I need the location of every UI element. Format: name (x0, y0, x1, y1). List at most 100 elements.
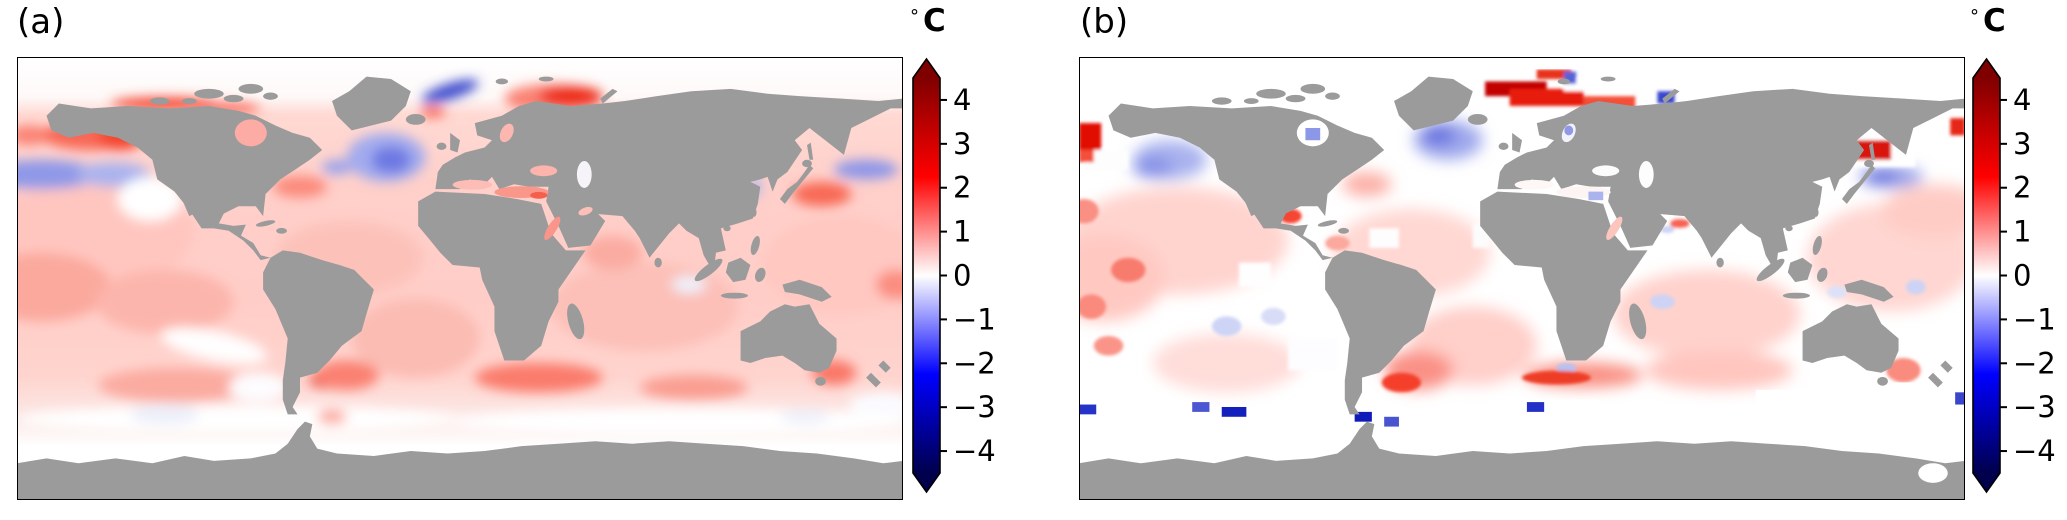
southern-ocean-no-data (1079, 414, 1965, 456)
california-neutral (117, 176, 182, 221)
nepac-cold-core (1133, 156, 1173, 179)
anomaly-block-layer (1079, 69, 1965, 393)
madagascar-east-cold-spot (1649, 294, 1675, 310)
bering-warm-block-s (1079, 150, 1094, 163)
colorbar-unit-b: ° C (1970, 6, 2006, 37)
cpac-warm-spot (1079, 294, 1107, 319)
anomaly-soft-layer (17, 79, 903, 436)
spac-cold-spot-e (1261, 307, 1286, 326)
epac-white-block (1238, 262, 1271, 288)
sindian-warm-band (639, 375, 748, 400)
dateline-warm-spot (875, 269, 903, 300)
caspian-sea (576, 161, 592, 188)
colorbar-a: 4 3 2 1 0 −1 −2 −3 −4 (912, 57, 996, 494)
peninsula-east-warm (317, 409, 347, 425)
arabian-sea-warm (583, 235, 643, 270)
chukchi-warm-block (1950, 118, 1965, 136)
southern-ring-cold-tinge (130, 404, 200, 425)
kuroshio-warm (792, 181, 852, 207)
colorbar-under-arrow (1973, 473, 2000, 492)
sindian-warm-band (1645, 350, 1793, 390)
edge-cold-block-drake (1354, 411, 1372, 422)
mediterranean-west (1514, 179, 1554, 190)
colorbar-tick-label: 3 (953, 127, 971, 161)
southern-step-ind (1669, 404, 1756, 415)
edge-cold-block-2 (1192, 402, 1210, 412)
panel-a-label: (a) (17, 2, 65, 42)
tasman-warm-spot (1886, 358, 1921, 383)
japan-east-cold-core (1864, 170, 1899, 184)
fram-strait-cold (421, 79, 479, 104)
inland-seas-layer (234, 119, 593, 240)
baltic-sea (499, 123, 514, 143)
edge-cold-block-nz (1955, 392, 1965, 405)
colorbar-unit-a: ° C (910, 6, 946, 37)
southern-ring-neutral-w (17, 405, 460, 433)
sa-confluence-warm-core (1381, 372, 1422, 393)
indian-warm (1613, 269, 1801, 359)
colorbar-tick-label: 1 (2013, 215, 2031, 249)
colorbar-tick-label: −2 (953, 346, 996, 380)
npac-cold-band-e (76, 162, 150, 187)
southern-step-aus (1755, 389, 1874, 415)
nz-south-neutral (848, 392, 903, 417)
npac-cold-band (17, 159, 101, 190)
colorbar-outline (912, 57, 941, 494)
degree-symbol: ° (1970, 6, 1979, 27)
no-data-layer (1079, 57, 1965, 456)
edge-cold-block-1 (1079, 404, 1097, 415)
ecarib-white-block (1369, 228, 1399, 248)
colorbar-over-arrow (1973, 59, 2000, 78)
spac-cold-spot (1211, 316, 1242, 337)
southern-step-sa (1280, 404, 1375, 415)
mediterranean-west (452, 179, 492, 190)
colorbar-tick-label: 4 (2013, 83, 2031, 117)
edge-block-layer (1079, 392, 1965, 427)
colorbar-tick-label: 0 (953, 259, 971, 293)
eqpac-warm-spot (1110, 257, 1146, 283)
cpac-eq-warm (17, 252, 111, 322)
japan-ne-cold (834, 159, 899, 180)
colorbar-tick-label: −3 (953, 390, 996, 424)
baltic-cold-spot (1564, 125, 1574, 136)
colorbar-tick-label: 3 (2013, 127, 2031, 161)
cape-cold-spot (1556, 362, 1577, 373)
panel-b-label: (b) (1080, 2, 1129, 42)
aleutian-white-block (1083, 150, 1129, 170)
ross-ice-shelf-white (1918, 463, 1948, 483)
iceland-ne-warm (420, 107, 446, 117)
banda-cold-spot (1827, 285, 1847, 299)
colorbar-tick-label: −4 (2013, 434, 2056, 468)
npac-warm-spot (1079, 198, 1099, 224)
carib-warm-spot (1325, 235, 1350, 251)
map-panel-a (17, 57, 903, 500)
colorbar-tick-label: −2 (2013, 346, 2056, 380)
colorbar-outline (1972, 57, 2001, 494)
colorbar-tick-label: −1 (2013, 302, 2056, 336)
persian-warm-spot (1669, 218, 1690, 229)
colorbar-tick-label: −3 (2013, 390, 2056, 424)
inland-seas-layer (1296, 119, 1948, 483)
southern-step-nz (1886, 382, 1924, 415)
bering-warm-block (1079, 123, 1102, 151)
colorbar-tick-label: 1 (953, 215, 971, 249)
satl-warm (351, 299, 480, 378)
black-sea (1592, 165, 1620, 177)
colorbar-under-arrow (913, 473, 940, 492)
arctic-top-warm-sliver (1536, 69, 1572, 80)
southern-step-w (1079, 399, 1153, 415)
spac-white-block (1288, 338, 1338, 371)
mediterranean-east-cold-block (1588, 191, 1604, 201)
celsius-letter: C (1983, 3, 2006, 39)
mediterranean-east-warm (530, 191, 548, 199)
black-sea (530, 165, 558, 177)
arabsea-cold-spot (1659, 225, 1675, 234)
colorbar-tick-label: 2 (953, 171, 971, 205)
barents-warm-core (538, 86, 603, 106)
subpolar-na-cold-core (371, 146, 411, 174)
southern-ring-cold-tinge-e (779, 409, 830, 425)
colorbar-tick-label: −4 (953, 434, 996, 468)
spac-warm (1152, 333, 1301, 393)
colorbar-tick-label: 0 (2013, 259, 2031, 293)
colorbar-gradient (913, 78, 940, 473)
